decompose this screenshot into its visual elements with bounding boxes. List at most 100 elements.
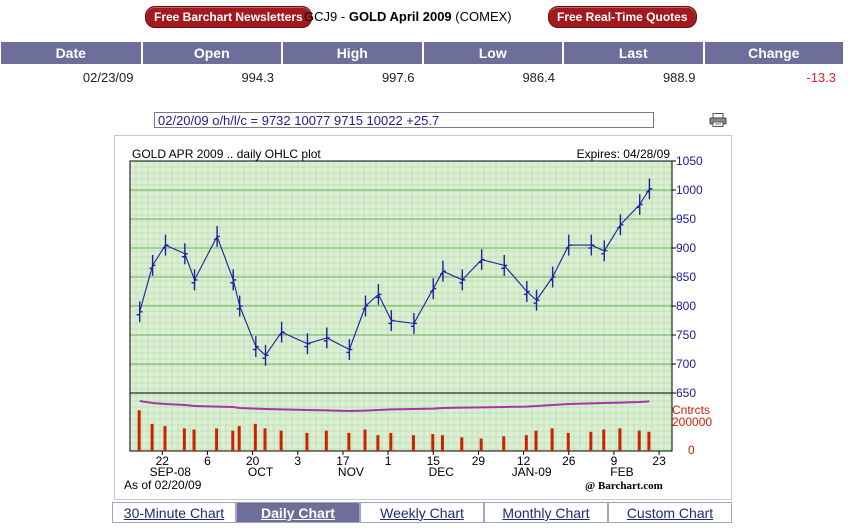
- price-connector: [603, 224, 621, 252]
- volume-bar: [137, 410, 141, 451]
- volume-bar: [324, 430, 328, 451]
- price-tick-label: 850: [676, 270, 696, 284]
- chart-period-tabs: 30-Minute Chart Daily Chart Weekly Chart…: [112, 502, 732, 524]
- tab-custom-chart[interactable]: Custom Chart: [608, 502, 732, 523]
- price-connector: [442, 270, 463, 281]
- volume-bar: [376, 435, 380, 451]
- volume-bar: [479, 438, 483, 451]
- date-tick-label: 15: [427, 454, 441, 468]
- column-open: Open: [141, 42, 283, 64]
- volume-bar: [150, 423, 154, 451]
- volume-bar: [440, 435, 444, 451]
- volume-bar: [347, 432, 351, 451]
- top-banner: Free Barchart Newsletters GCJ9 - GOLD Ap…: [0, 4, 848, 28]
- price-connector: [265, 331, 283, 356]
- price-connector: [432, 270, 444, 289]
- price-tick-label: 1050: [676, 154, 703, 168]
- volume-bar: [253, 423, 257, 451]
- exchange-name: (COMEX): [455, 9, 512, 24]
- volume-bar: [502, 436, 506, 451]
- quote-header-row: Date Open High Low Last Change: [1, 42, 845, 64]
- free-realtime-quotes-button[interactable]: Free Real-Time Quotes: [548, 6, 697, 28]
- date-axis: 22 6 20 3 17 1 15 29 12 26 9 23: [156, 451, 666, 468]
- cell-change: -13.3: [806, 69, 836, 85]
- cell-last: 988.9: [662, 69, 696, 85]
- column-date: Date: [1, 42, 143, 64]
- volume-bar: [460, 437, 464, 451]
- price-tick-label: 650: [676, 386, 696, 400]
- column-change: Change: [703, 42, 845, 64]
- price-connector: [281, 331, 308, 345]
- volume-tick-0: 0: [688, 443, 695, 457]
- column-high: High: [282, 42, 424, 64]
- price-connector: [139, 265, 154, 312]
- volume-bar: [637, 430, 641, 451]
- contract-name: GOLD April 2009: [348, 9, 452, 24]
- cell-low: 986.4: [522, 69, 555, 85]
- volume-bar: [566, 432, 570, 451]
- month-label: JAN-09: [512, 465, 552, 479]
- price-connector: [536, 276, 554, 301]
- volume-plot-frame: [129, 392, 673, 452]
- cell-high: 997.6: [381, 69, 415, 85]
- month-label: NOV: [338, 465, 364, 479]
- price-tick-label: 800: [676, 299, 696, 313]
- date-tick-label: 22: [156, 454, 170, 468]
- printer-icon[interactable]: [709, 113, 727, 127]
- price-connector: [377, 294, 392, 321]
- tab-monthly-chart[interactable]: Monthly Chart: [484, 502, 608, 523]
- price-connector: [239, 305, 257, 347]
- price-connector: [232, 279, 241, 307]
- volume-bar: [231, 430, 235, 451]
- volume-bar: [550, 428, 554, 451]
- tab-30-minute-chart[interactable]: 30-Minute Chart: [112, 502, 236, 523]
- free-newsletters-button[interactable]: Free Barchart Newsletters: [145, 6, 312, 28]
- date-tick-label: 20: [246, 454, 260, 468]
- price-tick-label: 700: [676, 357, 696, 371]
- symbol-code: GCJ9: [304, 9, 338, 24]
- date-tick-label: 17: [336, 454, 350, 468]
- volume-bar: [363, 429, 367, 451]
- price-connector: [591, 244, 605, 252]
- price-connector: [365, 293, 379, 307]
- date-tick-label: 23: [652, 454, 666, 468]
- volume-bar: [305, 432, 309, 451]
- date-tick-label: 6: [204, 454, 211, 468]
- price-tick-label: 950: [676, 212, 696, 226]
- date-tick-label: 29: [472, 454, 486, 468]
- volume-bar: [389, 432, 393, 451]
- quote-table: Date Open High Low Last Change 02/23/09 …: [1, 42, 845, 86]
- tab-weekly-chart[interactable]: Weekly Chart: [360, 502, 484, 523]
- price-chart: 650 700 750 800 850 900 950 1000 1050 22 6 20 3 17 1 1…: [124, 147, 712, 492]
- price-connector: [348, 305, 367, 350]
- price-connector: [413, 288, 434, 324]
- price-connector: [481, 259, 505, 266]
- volume-bar: [182, 428, 186, 451]
- price-connector: [503, 265, 528, 292]
- volume-bar: [524, 435, 528, 451]
- price-connector: [152, 244, 166, 266]
- price-connector: [255, 346, 266, 356]
- column-low: Low: [422, 42, 564, 64]
- volume-bar: [534, 430, 538, 451]
- volume-bar: [602, 429, 606, 451]
- contract-heading: GCJ9 - GOLD April 2009 (COMEX): [304, 9, 512, 24]
- chart-title: GOLD APR 2009 .. daily OHLC plot: [132, 147, 321, 161]
- date-tick-label: 12: [517, 454, 531, 468]
- as-of-date: As of 02/20/09: [124, 478, 202, 492]
- date-tick-label: 26: [562, 454, 576, 468]
- price-connector: [326, 337, 350, 350]
- volume-bar: [431, 434, 435, 451]
- price-connector: [552, 244, 570, 278]
- price-connector: [184, 253, 196, 281]
- chart-expires: Expires: 04/28/09: [577, 147, 671, 161]
- price-connector: [216, 236, 234, 281]
- price-connector: [307, 337, 327, 345]
- month-label: OCT: [248, 465, 274, 479]
- tab-daily-chart[interactable]: Daily Chart: [236, 502, 360, 523]
- date-tick-label: 9: [611, 454, 618, 468]
- price-connector: [639, 188, 650, 205]
- volume-bar: [237, 426, 241, 451]
- price-tick-label: 1000: [676, 183, 703, 197]
- price-connector: [165, 244, 186, 255]
